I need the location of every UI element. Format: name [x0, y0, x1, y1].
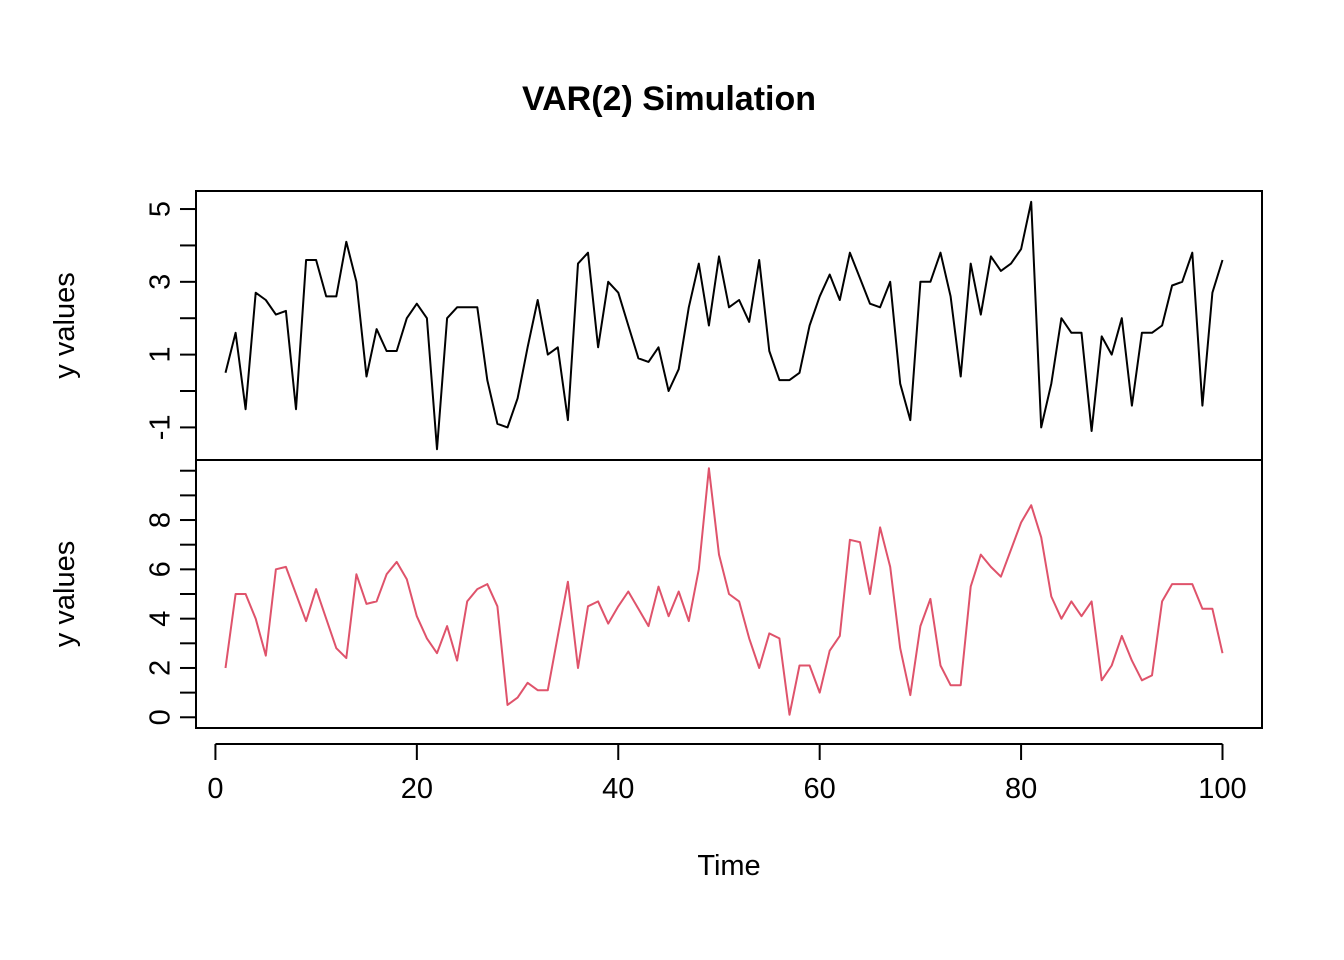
x-tick-label: 100	[1198, 773, 1246, 805]
panel-1-y-tick-label: -1	[145, 415, 177, 441]
x-tick-label: 40	[602, 773, 634, 805]
x-tick-label: 0	[207, 773, 223, 805]
x-axis-label: Time	[697, 850, 760, 882]
panel-2-y-tick-label: 0	[145, 709, 177, 725]
panel-1-y-tick-label: 1	[145, 347, 177, 363]
panel-2-y-tick-label: 4	[145, 611, 177, 627]
panel-2-y-tick-label: 6	[145, 561, 177, 577]
panel-2-y-tick-label: 2	[145, 660, 177, 676]
panel-2-series-line	[224, 467, 1224, 716]
panel-1-series-line	[224, 200, 1224, 451]
panel-1-y-axis-label: y values	[49, 272, 81, 378]
panel-1-y-tick-label: 5	[145, 201, 177, 217]
chart-title: VAR(2) Simulation	[522, 80, 816, 118]
panel-1-y-tick-label: 3	[145, 274, 177, 290]
panel-2-y-tick-label: 8	[145, 512, 177, 528]
x-tick-label: 20	[401, 773, 433, 805]
x-tick-label: 60	[804, 773, 836, 805]
panel-2-y-axis-label: y values	[49, 541, 81, 647]
panel-1-frame	[195, 190, 1263, 461]
x-tick-label: 80	[1005, 773, 1037, 805]
